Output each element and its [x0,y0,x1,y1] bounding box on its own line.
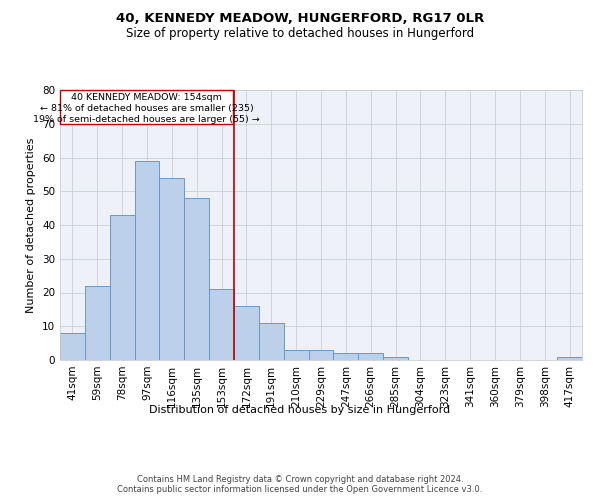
Bar [110,215,134,360]
FancyBboxPatch shape [60,90,233,124]
Bar [160,178,184,360]
Text: Distribution of detached houses by size in Hungerford: Distribution of detached houses by size … [149,405,451,415]
Bar [358,353,383,360]
Bar [383,356,408,360]
Bar [134,161,160,360]
Text: 40 KENNEDY MEADOW: 154sqm: 40 KENNEDY MEADOW: 154sqm [71,94,222,102]
Bar [60,333,85,360]
Y-axis label: Number of detached properties: Number of detached properties [26,138,37,312]
Bar [334,353,358,360]
Text: 19% of semi-detached houses are larger (55) →: 19% of semi-detached houses are larger (… [33,115,260,124]
Bar [557,356,582,360]
Text: ← 81% of detached houses are smaller (235): ← 81% of detached houses are smaller (23… [40,104,253,113]
Text: Size of property relative to detached houses in Hungerford: Size of property relative to detached ho… [126,28,474,40]
Bar [308,350,334,360]
Bar [259,323,284,360]
Bar [184,198,209,360]
Bar [209,289,234,360]
Bar [85,286,110,360]
Text: Contains HM Land Registry data © Crown copyright and database right 2024.
Contai: Contains HM Land Registry data © Crown c… [118,475,482,494]
Bar [284,350,308,360]
Text: 40, KENNEDY MEADOW, HUNGERFORD, RG17 0LR: 40, KENNEDY MEADOW, HUNGERFORD, RG17 0LR [116,12,484,26]
Bar [234,306,259,360]
